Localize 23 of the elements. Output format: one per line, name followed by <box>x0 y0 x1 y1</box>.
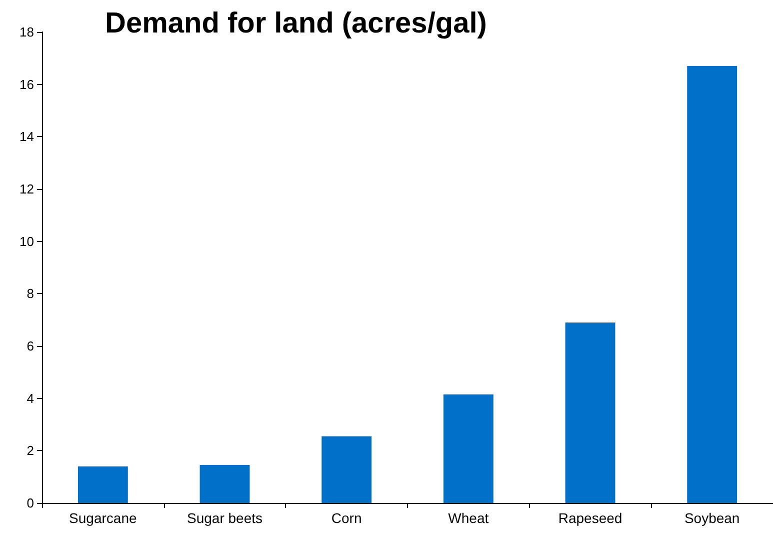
y-tick-label: 0 <box>26 496 34 510</box>
bar <box>565 322 616 503</box>
y-tick-label: 12 <box>20 182 34 196</box>
y-tick-label: 14 <box>20 129 34 144</box>
x-tick-label: Corn <box>331 510 362 526</box>
x-tick-label: Rapeseed <box>558 510 622 526</box>
x-tick-label: Wheat <box>448 510 489 526</box>
chart-title: Demand for land (acres/gal) <box>105 8 487 40</box>
y-tick-label: 16 <box>20 76 34 92</box>
bar <box>78 466 128 503</box>
y-tick-label: 18 <box>20 24 34 40</box>
y-tick-label: 8 <box>26 286 34 302</box>
bar <box>687 66 738 503</box>
bar <box>322 436 372 503</box>
y-tick-label: 6 <box>26 338 34 354</box>
y-tick-label: 4 <box>26 390 34 406</box>
x-tick-label: Sugarcane <box>69 510 137 526</box>
x-tick-label: Sugar beets <box>187 510 262 526</box>
bar <box>200 465 250 503</box>
y-tick-label: 10 <box>20 234 34 249</box>
y-tick-label: 2 <box>26 443 34 458</box>
bar <box>443 394 494 503</box>
x-tick-label: Soybean <box>684 510 740 526</box>
